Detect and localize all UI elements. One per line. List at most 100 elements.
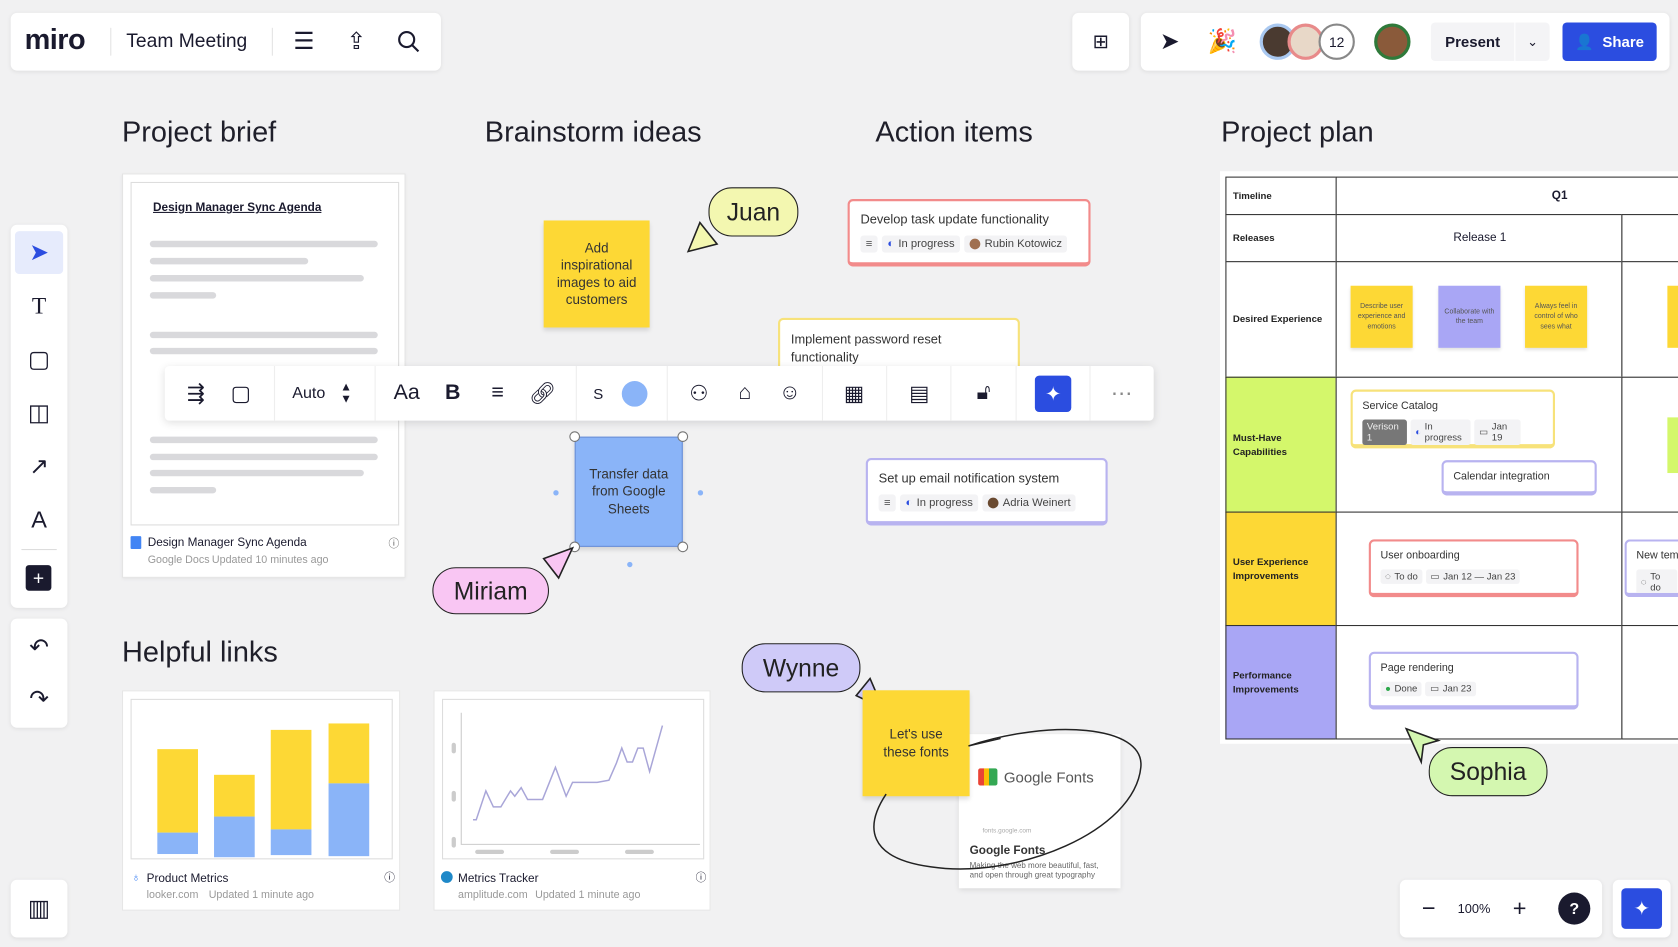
plan-card-user-onboarding[interactable]: User onboarding ◌ To do ▭ Jan 12 — Jan 23 bbox=[1368, 539, 1579, 598]
connector-dot[interactable] bbox=[627, 561, 633, 568]
present-button[interactable]: Present bbox=[1430, 22, 1515, 62]
select-cursor-icon[interactable]: ➤ bbox=[14, 231, 64, 274]
help-button[interactable]: ? bbox=[1558, 892, 1591, 925]
font-family-button[interactable]: Aa bbox=[393, 380, 420, 405]
stepper-icon: ▲ ▼ bbox=[340, 380, 352, 406]
more-options-icon[interactable]: ⋯ bbox=[1110, 382, 1133, 406]
section-title: Project plan bbox=[1221, 115, 1374, 148]
card-icon[interactable]: ▦ bbox=[843, 382, 865, 406]
action-item-card[interactable]: Develop task update functionality ≡ ◐ In … bbox=[847, 199, 1091, 267]
axis-tick-placeholder bbox=[624, 849, 654, 855]
collaborator-count[interactable]: 12 bbox=[1318, 23, 1355, 60]
plan-card-new-item[interactable]: New tem ◌ To do bbox=[1624, 539, 1678, 598]
cursor-filter-icon[interactable]: ➤ bbox=[1159, 27, 1180, 55]
sticky-note[interactable]: Always feel in control of who sees what bbox=[1525, 285, 1588, 348]
assign-user-icon[interactable]: ⚇ bbox=[689, 382, 709, 406]
emoji-icon[interactable]: ☺ bbox=[778, 380, 801, 405]
ai-assistant-button[interactable]: ✦ bbox=[1612, 879, 1671, 938]
pen-icon[interactable]: A bbox=[31, 506, 47, 533]
zoom-in-icon[interactable]: + bbox=[1512, 894, 1527, 922]
link-icon[interactable]: 🔗︎ bbox=[528, 382, 557, 406]
zoom-controls: − 100% + ? bbox=[1399, 879, 1603, 938]
strikethrough-button[interactable]: S bbox=[593, 384, 604, 402]
sticky-note[interactable]: Collaborate with the team bbox=[1438, 285, 1501, 348]
info-icon[interactable]: ⓘ bbox=[384, 872, 395, 884]
redo-icon[interactable]: ↷ bbox=[29, 684, 49, 712]
upload-icon[interactable]: ⇪ bbox=[346, 27, 367, 55]
plan-card-calendar[interactable]: Calendar integration bbox=[1441, 460, 1597, 496]
table-cell bbox=[1225, 511, 1337, 627]
sticky-note[interactable]: Add inspirational images to aid customer… bbox=[543, 220, 650, 328]
celebrate-icon[interactable]: 🎉 bbox=[1207, 27, 1237, 55]
selected-sticky-note[interactable]: Transfer data from Google Sheets bbox=[574, 436, 683, 547]
info-icon[interactable]: ⓘ bbox=[695, 872, 707, 884]
ai-sparkle-button[interactable]: ✦ bbox=[1034, 375, 1072, 413]
action-item-card[interactable]: Set up email notification system ≡ ◐ In p… bbox=[865, 458, 1108, 526]
color-picker[interactable] bbox=[619, 366, 651, 421]
panel-toggle-button[interactable]: ▥ bbox=[10, 879, 68, 938]
text-tool-icon[interactable]: T bbox=[31, 292, 47, 319]
bar-segment bbox=[214, 816, 255, 858]
switch-type-icon[interactable]: ⇶ bbox=[186, 382, 205, 406]
plan-card-service-catalog[interactable]: Service Catalog Verison 1 ◐ In progress ▭… bbox=[1350, 389, 1556, 449]
text-placeholder bbox=[149, 292, 217, 299]
sticky-type-icon[interactable]: ▢ bbox=[230, 382, 251, 406]
plan-card-page-rendering[interactable]: Page rendering ● Done ▭ Jan 23 bbox=[1368, 651, 1579, 710]
undo-icon[interactable]: ↶ bbox=[29, 633, 49, 661]
connector-dot[interactable] bbox=[697, 490, 704, 496]
tag-icon[interactable]: ⌂ bbox=[738, 380, 752, 405]
apps-button[interactable]: ⊞ bbox=[1072, 12, 1130, 71]
status-badge[interactable]: ◌ To do bbox=[1636, 569, 1678, 593]
share-button[interactable]: 👤 Share bbox=[1562, 22, 1657, 62]
connector-dot[interactable] bbox=[553, 490, 559, 496]
info-icon[interactable]: ⓘ bbox=[388, 538, 400, 551]
zoom-level[interactable]: 100% bbox=[1457, 901, 1491, 917]
table-cell bbox=[1621, 214, 1678, 263]
resize-handle[interactable] bbox=[569, 431, 581, 442]
section-title: Brainstorm ideas bbox=[484, 115, 702, 148]
link-card-metrics-tracker[interactable]: Metrics Tracker amplitude.com Updated 1 … bbox=[433, 690, 711, 911]
board-title[interactable]: Team Meeting bbox=[126, 29, 248, 52]
shapes-icon[interactable]: ◫ bbox=[27, 399, 51, 426]
sticky-note[interactable] bbox=[1667, 285, 1678, 348]
user-icon: 👤 bbox=[1575, 32, 1594, 50]
calendar-icon: ▭ bbox=[1430, 571, 1440, 583]
resize-handle[interactable] bbox=[677, 541, 689, 553]
bar-chart-preview bbox=[157, 723, 370, 858]
status-badge[interactable]: ◐ In progress bbox=[881, 235, 960, 253]
comment-icon[interactable]: ▤ bbox=[909, 382, 930, 406]
sticky-note[interactable]: Describe user experience and emotions bbox=[1350, 285, 1413, 348]
bar-segment bbox=[270, 729, 312, 830]
status-badge[interactable]: ◐ In progress bbox=[900, 494, 979, 512]
bold-button[interactable]: B bbox=[444, 380, 461, 405]
status-badge[interactable]: ◌ To do bbox=[1380, 569, 1423, 584]
font-size-select[interactable]: Auto ▲ ▼ bbox=[292, 380, 352, 406]
menu-icon[interactable]: ☰ bbox=[293, 27, 315, 55]
align-icon[interactable]: ≡ bbox=[491, 380, 504, 405]
search-icon[interactable] bbox=[394, 26, 424, 58]
status-badge[interactable]: ● Done bbox=[1380, 681, 1422, 697]
arrow-line-icon[interactable]: ↗ bbox=[29, 452, 49, 480]
miro-logo[interactable]: miro bbox=[24, 23, 86, 56]
status-badge[interactable]: ◐ In progress bbox=[1410, 419, 1471, 445]
due-date[interactable]: ▭ Jan 23 bbox=[1425, 681, 1476, 697]
avatar bbox=[987, 497, 999, 509]
zoom-out-icon[interactable]: − bbox=[1421, 894, 1436, 922]
sticky-note[interactable]: Let's use these fonts bbox=[862, 690, 970, 797]
add-more-icon[interactable]: + bbox=[25, 565, 52, 591]
lock-icon[interactable]: 🔓︎ bbox=[976, 380, 991, 405]
done-check-icon: ● bbox=[1385, 683, 1391, 695]
resize-handle[interactable] bbox=[677, 431, 689, 442]
avatar[interactable] bbox=[1374, 23, 1411, 60]
due-date[interactable]: ▭ Jan 19 bbox=[1474, 419, 1521, 445]
assignee[interactable]: Rubin Kotowicz bbox=[964, 235, 1068, 253]
assignee[interactable]: Adria Weinert bbox=[982, 494, 1077, 512]
resize-handle[interactable] bbox=[569, 541, 581, 553]
sticky-note[interactable] bbox=[1667, 417, 1678, 474]
sticky-note-icon[interactable]: ▢ bbox=[27, 345, 51, 373]
link-card-product-metrics[interactable]: ♁ Product Metrics looker.com Updated 1 m… bbox=[122, 690, 401, 911]
card-title: Implement password reset functionality bbox=[790, 331, 942, 365]
present-chevron-down-icon[interactable]: ⌄ bbox=[1515, 22, 1550, 62]
link-card-google-fonts[interactable]: Google Fonts fonts.google.com Google Fon… bbox=[958, 734, 1121, 889]
due-date[interactable]: ▭ Jan 12 — Jan 23 bbox=[1425, 569, 1520, 584]
